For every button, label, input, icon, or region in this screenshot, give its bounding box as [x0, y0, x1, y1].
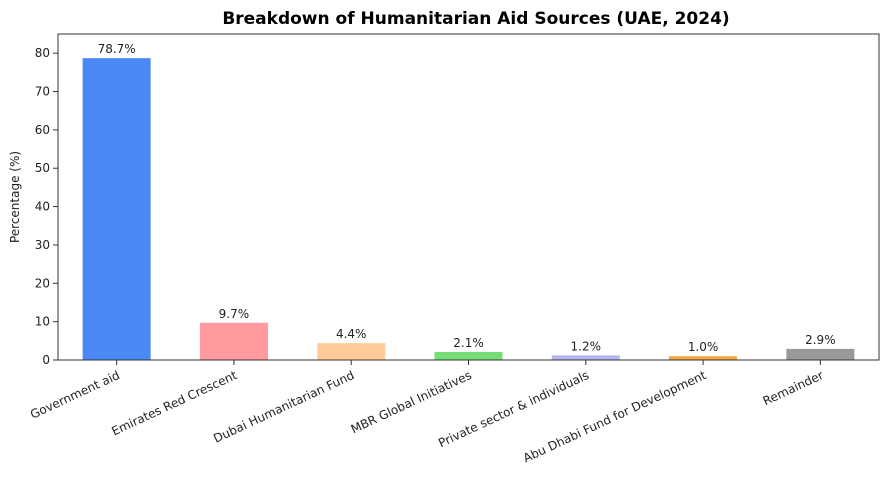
data-label: 2.9% [805, 333, 836, 347]
bar [551, 355, 620, 360]
y-axis-label: Percentage (%) [8, 151, 22, 243]
data-label: 2.1% [453, 336, 484, 350]
y-tick-label: 60 [35, 123, 50, 137]
x-tick-label: Remainder [761, 368, 826, 408]
bar [317, 343, 386, 360]
data-label: 1.2% [571, 339, 602, 353]
y-tick-label: 0 [42, 353, 50, 367]
y-tick-label: 40 [35, 200, 50, 214]
data-label: 78.7% [98, 42, 136, 56]
y-tick-label: 50 [35, 161, 50, 175]
bar [199, 322, 268, 360]
y-tick-label: 70 [35, 85, 50, 99]
bar [669, 356, 738, 360]
y-tick-label: 80 [35, 46, 50, 60]
bar [434, 351, 503, 360]
plot-frame [57, 33, 880, 361]
bar [82, 58, 151, 360]
data-label: 9.7% [219, 307, 250, 321]
y-tick-label: 30 [35, 238, 50, 252]
bar [786, 348, 855, 360]
y-tick-label: 10 [35, 315, 50, 329]
data-label: 4.4% [336, 327, 367, 341]
x-tick-label: Abu Dhabi Fund for Development [521, 368, 709, 465]
x-tick-label: MBR Global Initiatives [349, 368, 474, 436]
chart-title: Breakdown of Humanitarian Aid Sources (U… [222, 9, 729, 29]
y-tick-label: 20 [35, 276, 50, 290]
data-label: 1.0% [688, 340, 719, 354]
x-tick-label: Government aid [28, 368, 122, 422]
